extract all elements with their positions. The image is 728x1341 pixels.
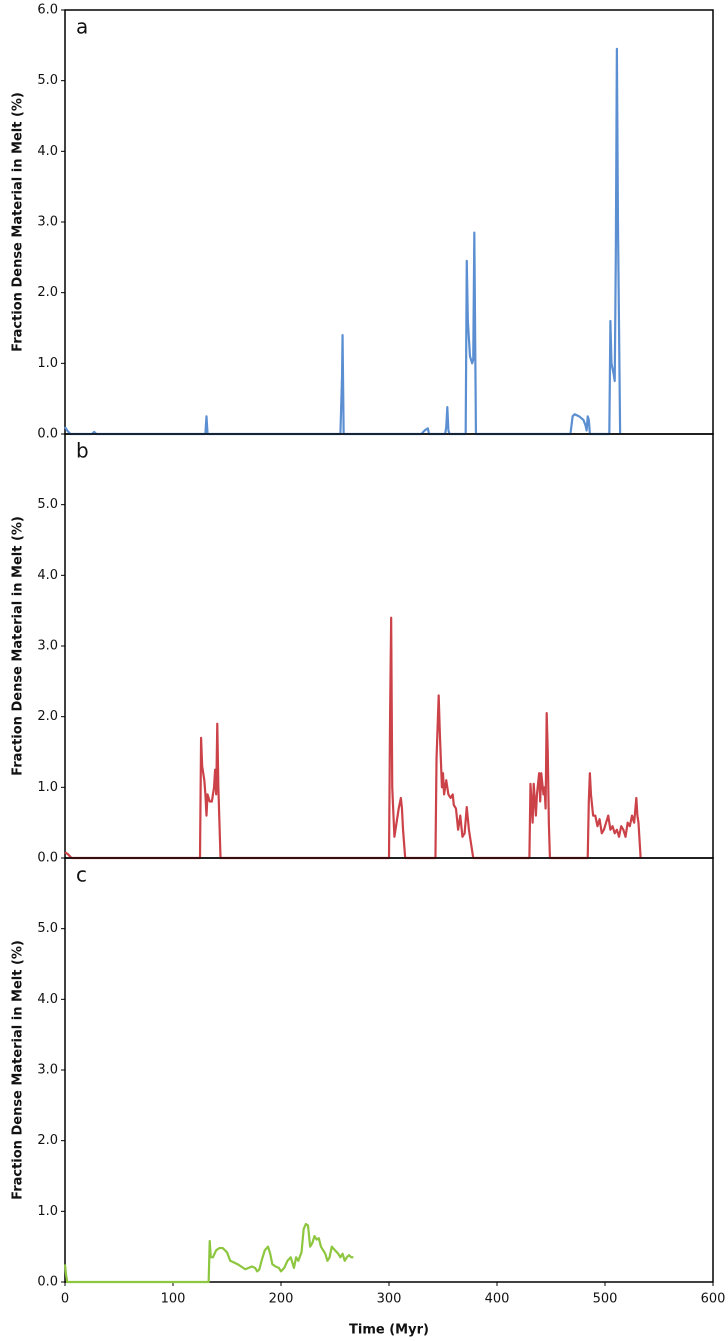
y-tick-label: 4.0 (37, 568, 58, 583)
data-line (64, 616, 642, 860)
y-tick-label: 3.0 (37, 1063, 58, 1078)
x-tick-label: 300 (377, 1292, 402, 1307)
x-tick-label: 100 (161, 1292, 186, 1307)
x-tick-label: 400 (485, 1292, 510, 1307)
y-tick-label: 2.0 (37, 285, 58, 300)
y-tick-label: 4.0 (37, 144, 58, 159)
y-tick-label: 0.0 (37, 427, 58, 442)
y-tick-label: 1.0 (37, 1204, 58, 1219)
y-tick-label: 2.0 (37, 1133, 58, 1148)
y-axis-label: Fraction Dense Material in Melt (%) (11, 516, 26, 776)
y-tick-label: 3.0 (37, 215, 58, 230)
plot-frame (64, 857, 714, 1283)
x-tick-label: 500 (593, 1292, 618, 1307)
x-tick-label: 600 (701, 1292, 726, 1307)
y-tick-label: 5.0 (37, 497, 58, 512)
panel-label: c (76, 863, 87, 887)
y-tick-label: 4.0 (37, 992, 58, 1007)
y-tick-label: 5.0 (37, 921, 58, 936)
y-axis-label: Fraction Dense Material in Melt (%) (11, 940, 26, 1200)
y-tick-label: 5.0 (37, 73, 58, 88)
x-tick-label: 0 (61, 1292, 69, 1307)
data-line (63, 1222, 354, 1284)
y-axis-label: Fraction Dense Material in Melt (%) (11, 92, 26, 352)
panel-label: b (76, 439, 89, 463)
y-tick-label: 6.0 (37, 3, 58, 18)
data-line (64, 47, 622, 436)
x-tick-label: 200 (269, 1292, 294, 1307)
y-tick-label: 1.0 (37, 780, 58, 795)
y-tick-label: 2.0 (37, 709, 58, 724)
y-tick-label: 1.0 (37, 356, 58, 371)
x-axis-label: Time (Myr) (349, 1323, 429, 1338)
y-tick-label: 0.0 (37, 851, 58, 866)
y-tick-label: 3.0 (37, 639, 58, 654)
y-tick-label: 0.0 (37, 1275, 58, 1290)
panel-label: a (76, 15, 88, 39)
